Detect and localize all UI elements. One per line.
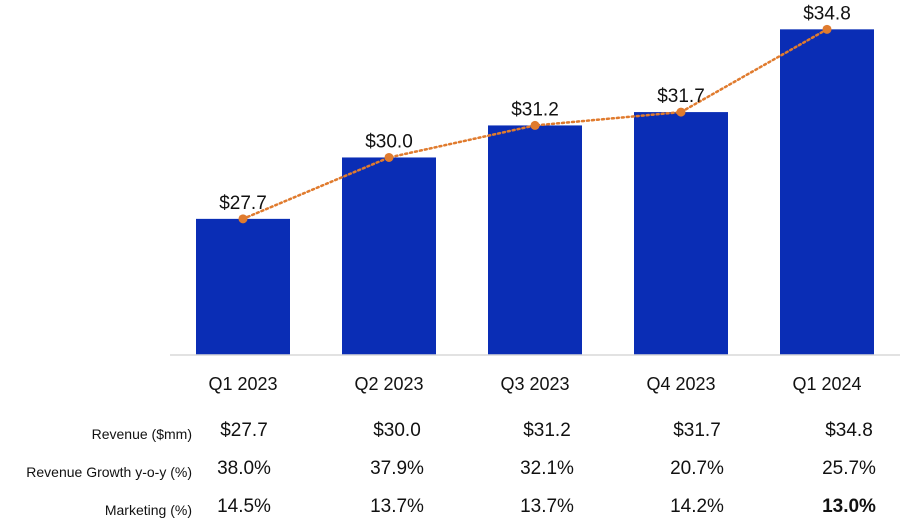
data-label: $34.8 bbox=[803, 3, 851, 24]
bar-q1-2024 bbox=[780, 29, 874, 355]
line-point bbox=[822, 24, 832, 34]
table-cell: 38.0% bbox=[217, 458, 271, 479]
table-row-growth: Revenue Growth y-o-y (%) 38.0% 37.9% 32.… bbox=[0, 458, 900, 488]
table-cell: 14.2% bbox=[670, 496, 724, 517]
table-cell: 37.9% bbox=[370, 458, 424, 479]
bar-q4-2023 bbox=[634, 112, 728, 355]
data-label: $27.7 bbox=[219, 193, 267, 214]
line-point bbox=[676, 107, 686, 117]
table-cell: 25.7% bbox=[822, 458, 876, 479]
row-label: Revenue Growth y-o-y (%) bbox=[26, 464, 192, 480]
revenue-bar-chart: $27.7 $30.0 $31.2 $31.7 $34.8 Q1 2023 Q2 2023… bbox=[170, 3, 900, 394]
table-cell: $31.2 bbox=[523, 420, 571, 441]
x-tick-label: Q3 2023 bbox=[500, 374, 569, 394]
x-tick-label: Q1 2024 bbox=[792, 374, 861, 394]
table-cell: 13.7% bbox=[370, 496, 424, 517]
x-tick-label: Q4 2023 bbox=[646, 374, 715, 394]
bar-q2-2023 bbox=[342, 157, 436, 355]
table-cell: $30.0 bbox=[373, 420, 421, 441]
row-label: Marketing (%) bbox=[104, 502, 192, 518]
bar-q3-2023 bbox=[488, 125, 582, 355]
table-cell: $31.7 bbox=[673, 420, 721, 441]
line-point bbox=[238, 214, 248, 224]
table-row-revenue: Revenue ($mm) $27.7 $30.0 $31.2 $31.7 $3… bbox=[0, 420, 900, 450]
table-row-marketing: Marketing (%) 14.5% 13.7% 13.7% 14.2% 13… bbox=[0, 496, 900, 526]
table-cell: 20.7% bbox=[670, 458, 724, 479]
table-cell: 13.0% bbox=[822, 496, 876, 517]
row-label: Revenue ($mm) bbox=[91, 426, 192, 442]
table-cell: 14.5% bbox=[217, 496, 271, 517]
table-cell: $34.8 bbox=[825, 420, 873, 441]
bar-q1-2023 bbox=[196, 218, 290, 355]
x-tick-label: Q1 2023 bbox=[208, 374, 277, 394]
table-cell: $27.7 bbox=[220, 420, 268, 441]
data-label: $30.0 bbox=[365, 131, 413, 152]
table-cell: 32.1% bbox=[520, 458, 574, 479]
data-label: $31.2 bbox=[511, 99, 559, 120]
line-point bbox=[384, 152, 394, 162]
line-point bbox=[530, 120, 540, 130]
x-tick-label: Q2 2023 bbox=[354, 374, 423, 394]
table-cell: 13.7% bbox=[520, 496, 574, 517]
data-label: $31.7 bbox=[657, 86, 705, 107]
